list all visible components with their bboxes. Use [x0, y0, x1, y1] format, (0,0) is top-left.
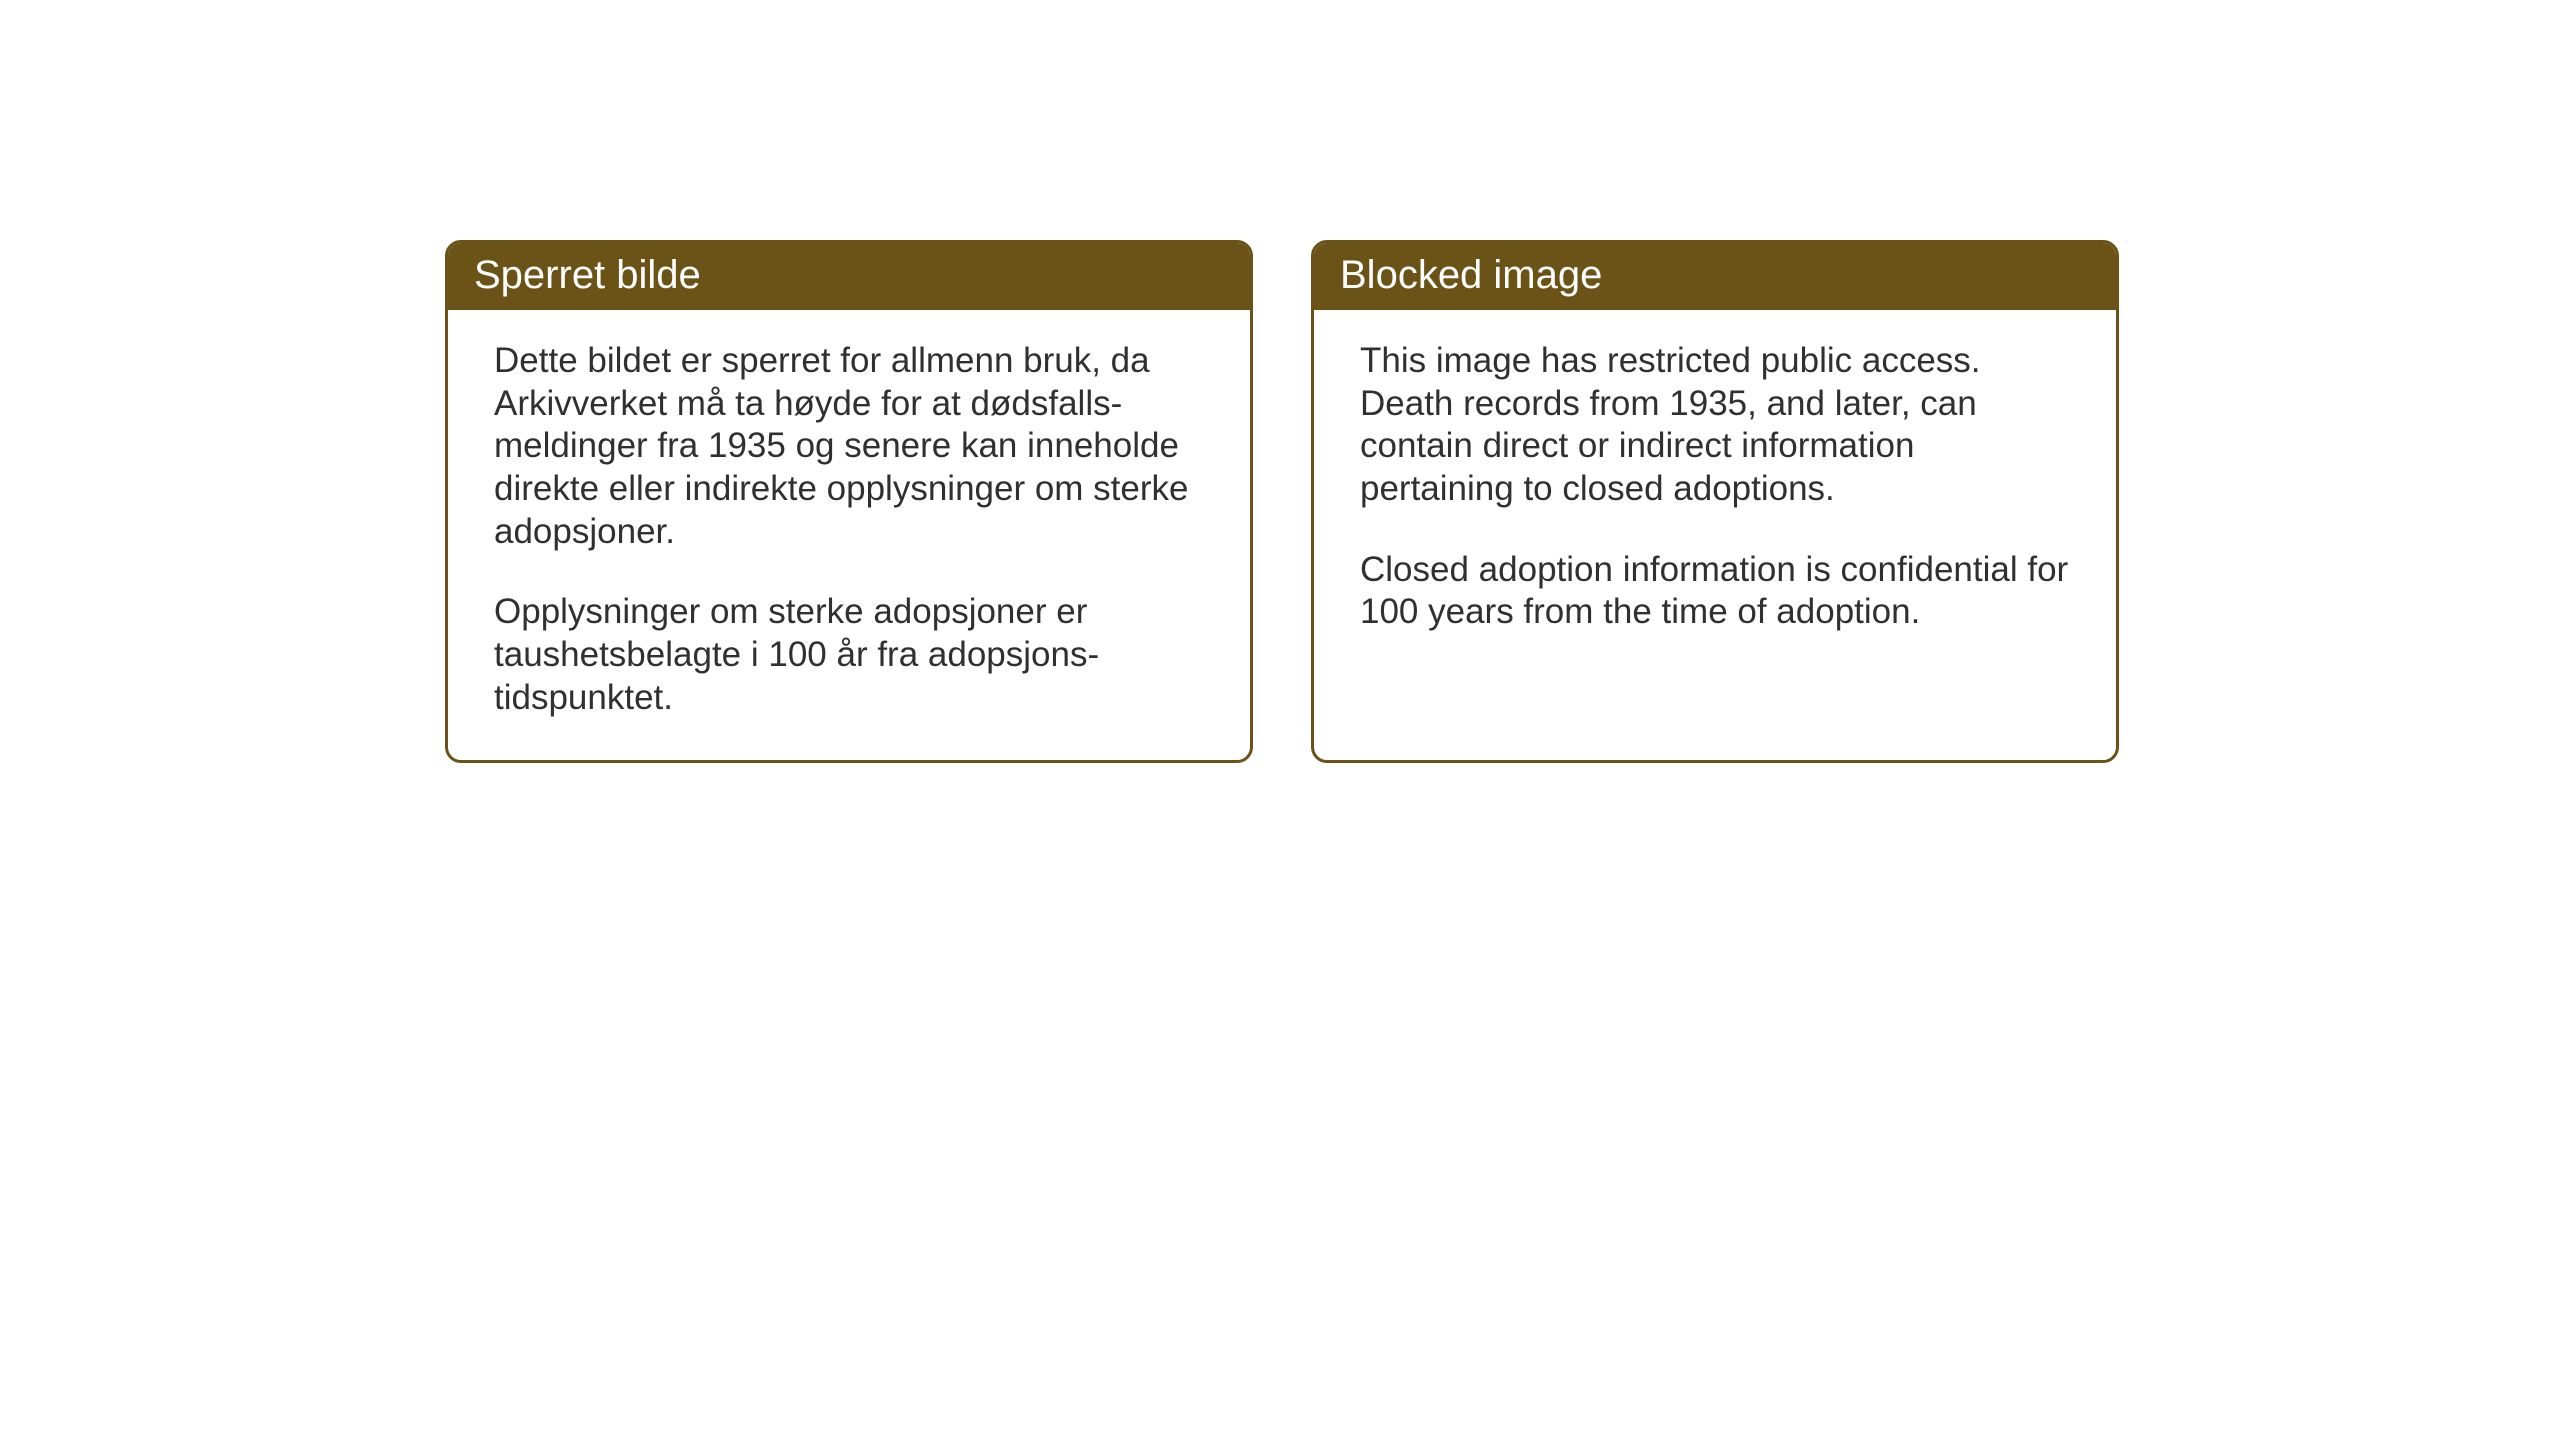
- english-card-title: Blocked image: [1340, 253, 1602, 297]
- english-paragraph-1: This image has restricted public access.…: [1360, 340, 2070, 511]
- norwegian-card-body: Dette bildet er sperret for allmenn bruk…: [448, 310, 1250, 760]
- norwegian-card-title: Sperret bilde: [474, 253, 701, 297]
- english-paragraph-2: Closed adoption information is confident…: [1360, 549, 2070, 634]
- cards-container: Sperret bilde Dette bildet er sperret fo…: [445, 240, 2119, 763]
- norwegian-card: Sperret bilde Dette bildet er sperret fo…: [445, 240, 1253, 763]
- english-card-body: This image has restricted public access.…: [1314, 310, 2116, 750]
- norwegian-paragraph-2: Opplysninger om sterke adopsjoner er tau…: [494, 591, 1204, 719]
- norwegian-card-header: Sperret bilde: [448, 243, 1250, 310]
- english-card: Blocked image This image has restricted …: [1311, 240, 2119, 763]
- norwegian-paragraph-1: Dette bildet er sperret for allmenn bruk…: [494, 340, 1204, 553]
- english-card-header: Blocked image: [1314, 243, 2116, 310]
